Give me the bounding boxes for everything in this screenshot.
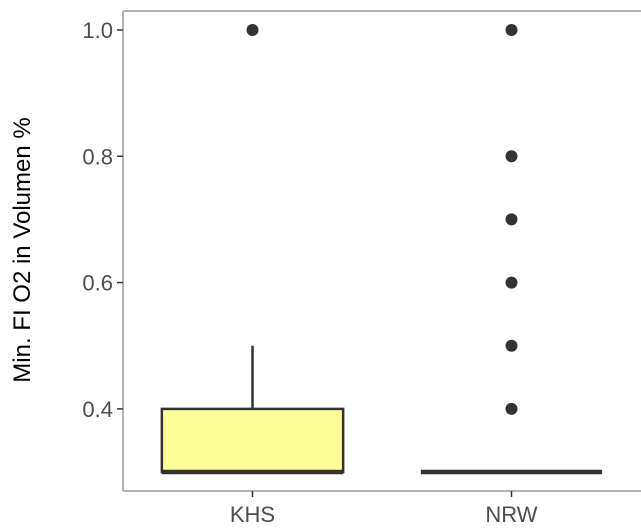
outlier-point [505,213,518,226]
y-axis-title: Min. FI O2 in Volumen % [9,117,36,382]
y-tick-label: 0.6 [82,271,113,296]
y-tick-label: 0.8 [82,144,113,169]
plot-area: 0.4 0.6 0.8 1.0 KHS NRW [82,10,641,527]
outlier-point [505,402,518,415]
outlier-point [505,150,518,163]
box-iqr [160,407,345,474]
outlier-point [246,23,259,36]
x-tick-label: KHS [230,502,275,527]
outlier-point [505,339,518,352]
y-tick-label: 0.4 [82,397,113,422]
outlier-point [505,23,518,36]
outlier-point [505,276,518,289]
x-tick-label: NRW [485,502,537,527]
y-tick-label: 1.0 [82,18,113,43]
